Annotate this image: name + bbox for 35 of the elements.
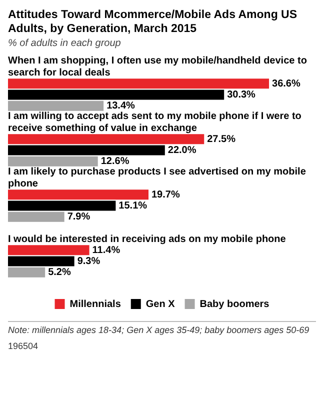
y-tick-label: I would be interested in receiving ads on my mobile phone	[8, 234, 286, 246]
data-label: 13.4%	[106, 100, 136, 112]
data-label: 7.9%	[67, 212, 90, 223]
data-label: 9.3%	[77, 256, 100, 267]
bar	[8, 145, 165, 156]
data-label: 36.6%	[272, 78, 300, 90]
data-label: 12.6%	[100, 156, 130, 168]
data-label: 5.2%	[48, 267, 71, 278]
bar	[8, 134, 204, 144]
text: Note: millennials ages 18-34; Gen X ages 35-49; baby boomers ages 50-69	[8, 324, 310, 336]
y-tick-label: When I am shopping, I often use my mobile/handheld device to search for local deals	[8, 56, 307, 79]
bar	[8, 200, 116, 211]
data-label: 11.4%	[92, 244, 120, 256]
bar	[8, 256, 74, 266]
data-label: 19.7%	[151, 189, 180, 200]
data-label: 30.3%	[227, 90, 256, 100]
legend-label: Gen X	[146, 298, 176, 310]
legend-label: Millennials	[70, 298, 122, 310]
y-tick-label: I am willing to accept ads sent to my mobile phone if I were to receive something of value in exchange	[8, 111, 302, 134]
y-tick-label: I am likely to purchase products I see advertised on my mobile phone	[8, 166, 306, 190]
chart-title: Attitudes Toward Mcommerce/Mobile Ads Among US Adults, by Generation, March 2015	[8, 8, 298, 36]
bar	[8, 156, 98, 166]
data-label: 15.1%	[118, 200, 148, 212]
bar	[8, 78, 270, 89]
data-label: 27.5%	[207, 134, 236, 145]
data-label: 22.0%	[168, 145, 196, 156]
bar	[8, 190, 148, 200]
text: 196504	[8, 340, 40, 352]
bar	[8, 267, 46, 278]
bar	[8, 245, 90, 256]
legend-label: Baby boomers	[200, 298, 270, 310]
bar	[8, 90, 224, 100]
bar	[8, 100, 104, 111]
bar	[8, 212, 64, 222]
chart-subtitle: % of adults in each group	[8, 38, 122, 49]
